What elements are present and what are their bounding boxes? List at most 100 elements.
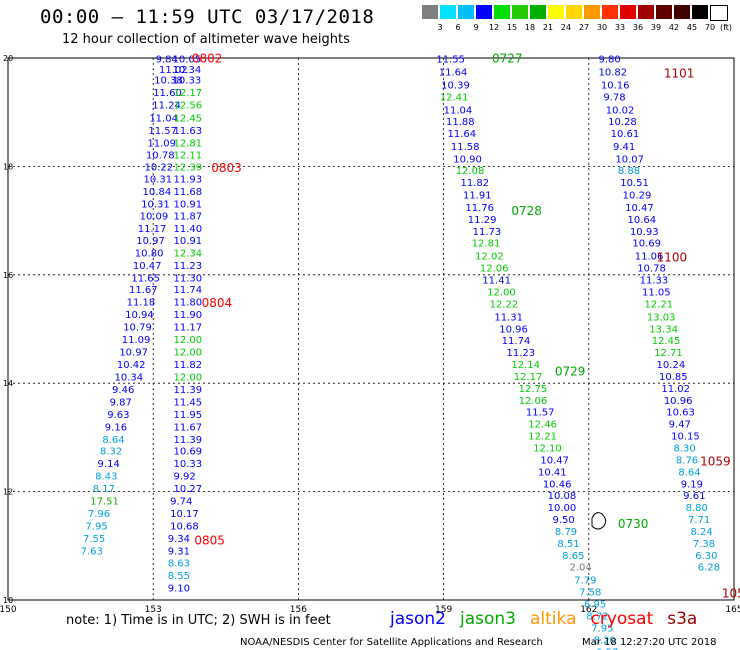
wave-height-label: 9.87: [110, 397, 132, 408]
wave-height-label: 10.79: [123, 323, 152, 334]
wave-height-label: 10.47: [625, 203, 654, 214]
wave-height-label: 11.63: [174, 126, 203, 137]
chart-title: 00:00 – 11:59 UTC 03/17/2018: [40, 6, 375, 28]
wave-height-label: 9.78: [603, 92, 625, 103]
colorbar-cell: [422, 5, 438, 19]
wave-height-label: 11.30: [174, 273, 203, 284]
wave-height-label: 10.00: [548, 503, 577, 514]
wave-height-label: 11.41: [482, 275, 511, 286]
wave-height-label: 8.76: [676, 455, 698, 466]
wave-height-label: 12.02: [475, 252, 504, 263]
colorbar-cell: [638, 5, 654, 19]
x-tick-label: 165: [725, 605, 740, 615]
x-tick-label: 150: [0, 605, 17, 615]
y-tick-label: 20: [3, 54, 13, 63]
colorbar-label: 12: [488, 23, 500, 32]
wave-height-label: 8.65: [562, 551, 584, 562]
wave-height-label: 10.22: [144, 163, 173, 174]
colorbar-label: 9: [473, 23, 479, 32]
wave-height-label: 9.46: [112, 385, 134, 396]
wave-height-label: 12.45: [174, 113, 203, 124]
wave-height-label: 11.31: [494, 312, 523, 323]
time-label: 0804: [202, 296, 233, 310]
time-label: 1101: [664, 67, 695, 81]
wave-height-label: 12.34: [174, 248, 203, 259]
wave-height-label: 10.68: [170, 522, 199, 533]
wave-height-label: 10.78: [637, 264, 666, 275]
wave-height-label: 11.68: [174, 187, 203, 198]
wave-height-label: 11.65: [131, 273, 160, 284]
wave-height-label: 12.00: [174, 372, 203, 383]
colorbar-cell: [566, 5, 582, 19]
wave-height-label: 10.15: [671, 432, 700, 443]
wave-height-label: 11.09: [147, 138, 176, 149]
wave-height-label: 12.45: [652, 336, 681, 347]
wave-height-label: 10.97: [119, 348, 148, 359]
wave-height-label: 10.17: [170, 509, 199, 520]
wave-height-label: 10.61: [611, 129, 640, 140]
wave-height-label: 9.16: [105, 422, 127, 433]
wave-height-label: 10.69: [632, 239, 661, 250]
colorbar-label: 39: [650, 23, 662, 32]
wave-height-label: 8.63: [168, 558, 190, 569]
wave-height-label: 10.24: [657, 360, 686, 371]
wave-height-label: 7.55: [83, 534, 105, 545]
legend-cryosat: cryosat: [590, 609, 654, 629]
y-tick-label: 14: [3, 379, 13, 388]
wave-height-label: 12.17: [174, 88, 203, 99]
wave-height-label: 11.57: [526, 408, 555, 419]
colorbar-cell: [710, 5, 728, 21]
colorbar-label: 6: [455, 23, 461, 32]
legend-jason3: jason3: [460, 609, 516, 629]
footer-credit: NOAA/NESDIS Center for Satellite Applica…: [240, 637, 543, 648]
wave-height-label: 11.39: [174, 435, 203, 446]
wave-height-label: 12.08: [456, 166, 485, 177]
wave-height-label: 7.71: [688, 515, 710, 526]
wave-height-label: 10.94: [125, 310, 154, 321]
colorbar-cell: [548, 5, 564, 19]
time-label: 0803: [211, 161, 242, 175]
wave-height-label: 11.24: [152, 100, 181, 111]
satellite-legend: jason2 jason3 altika cryosat s3a: [390, 609, 711, 629]
wave-height-label: 13.03: [647, 312, 676, 323]
wave-height-label: 11.64: [447, 129, 476, 140]
wave-height-label: 7.58: [579, 588, 601, 599]
wave-height-label: 10.47: [133, 261, 162, 272]
time-label: 0805: [194, 534, 225, 548]
wave-height-label: 10.34: [114, 372, 143, 383]
time-label: 1059: [700, 455, 731, 469]
wave-height-label: 11.82: [174, 360, 203, 371]
wave-height-label: 12.71: [654, 348, 683, 359]
wave-height-label: 11.73: [473, 227, 502, 238]
legend-s3a: s3a: [667, 609, 698, 629]
wave-height-label: 10.33: [173, 75, 202, 86]
colorbar-unit: (ft): [719, 23, 733, 32]
wave-height-label: 10.08: [548, 491, 577, 502]
wave-height-label: 12.21: [528, 432, 557, 443]
wave-height-label: 8.32: [100, 447, 122, 458]
wave-height-label: 7.79: [574, 576, 596, 587]
time-label: 0802: [192, 51, 223, 65]
wave-height-label: 12.00: [487, 287, 516, 298]
wave-height-label: 10.69: [174, 447, 203, 458]
wave-height-label: 10.51: [620, 178, 649, 189]
colorbar-label: 36: [632, 23, 644, 32]
wave-height-label: 10.31: [141, 200, 170, 211]
wave-height-label: 6.30: [695, 551, 717, 562]
wave-height-label: 7.96: [88, 509, 110, 520]
wave-height-label: 12.21: [644, 299, 673, 310]
wave-height-label: 11.91: [463, 190, 492, 201]
colorbar-label: 27: [578, 23, 590, 32]
x-tick-label: 156: [290, 605, 307, 615]
wave-height-label: 11.64: [439, 67, 468, 78]
wave-height-label: 11.40: [174, 224, 203, 235]
colorbar-cell: [512, 5, 528, 19]
wave-height-label: 8.80: [686, 503, 708, 514]
wave-height-label: 10.96: [664, 396, 693, 407]
time-label: 105: [722, 586, 740, 600]
wave-height-label: 11.23: [174, 261, 203, 272]
wave-height-label: 12.81: [472, 239, 501, 250]
wave-height-label: 11.60: [153, 88, 182, 99]
time-label: 0727: [492, 51, 523, 65]
wave-height-label: 11.23: [507, 348, 536, 359]
